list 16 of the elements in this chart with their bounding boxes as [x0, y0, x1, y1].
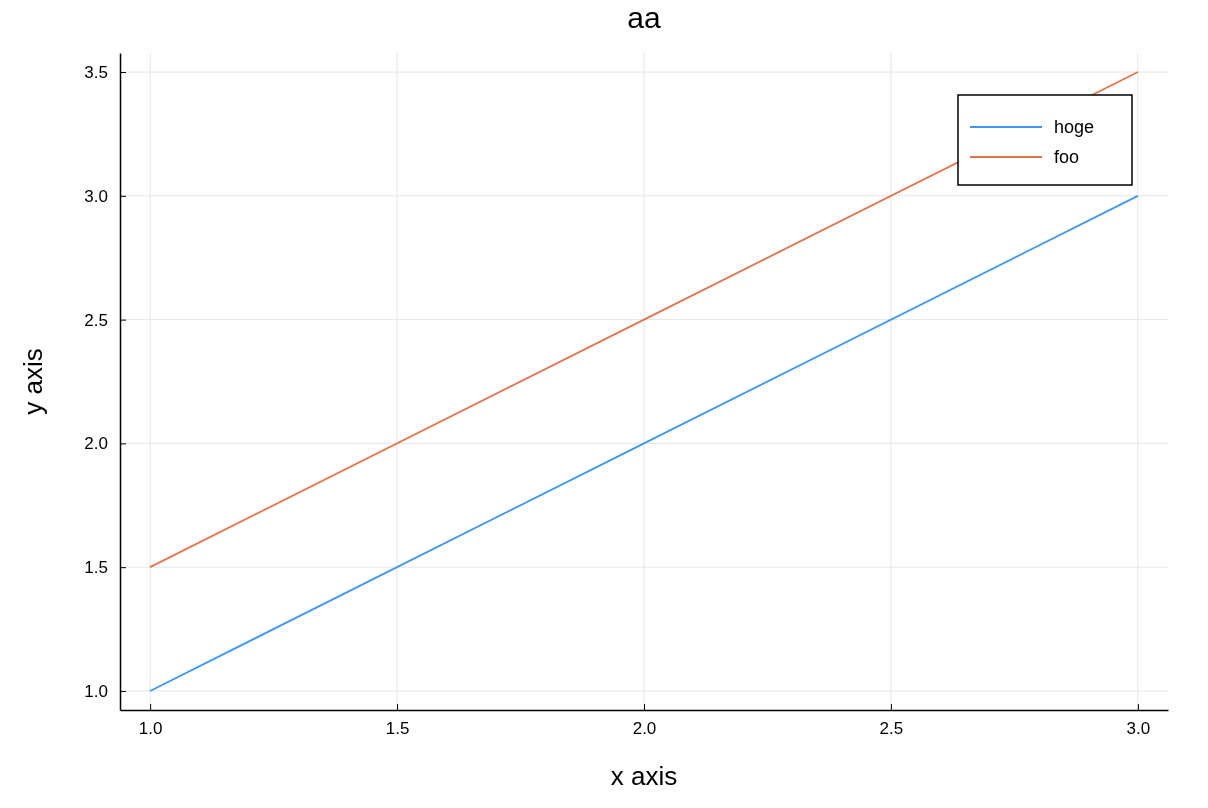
y-tick-label: 1.5	[84, 558, 108, 578]
x-tick-label: 3.0	[1126, 719, 1151, 739]
y-tick-label: 2.0	[84, 434, 108, 454]
y-axis-title: y axis	[18, 348, 48, 415]
x-tick-label: 1.0	[138, 719, 163, 739]
y-tick-label: 1.0	[84, 681, 108, 701]
chart-title: aa	[627, 1, 661, 34]
y-tick-label: 3.0	[84, 186, 108, 206]
legend-label: hoge	[1054, 117, 1095, 137]
x-tick-label: 2.5	[879, 719, 904, 739]
x-axis-title: x axis	[610, 761, 678, 791]
x-tick-label: 1.5	[385, 719, 410, 739]
y-tick-label: 3.5	[84, 63, 108, 82]
legend-label: foo	[1054, 147, 1080, 167]
y-tick-label: 2.5	[84, 310, 108, 330]
x-tick-label: 2.0	[632, 719, 657, 739]
